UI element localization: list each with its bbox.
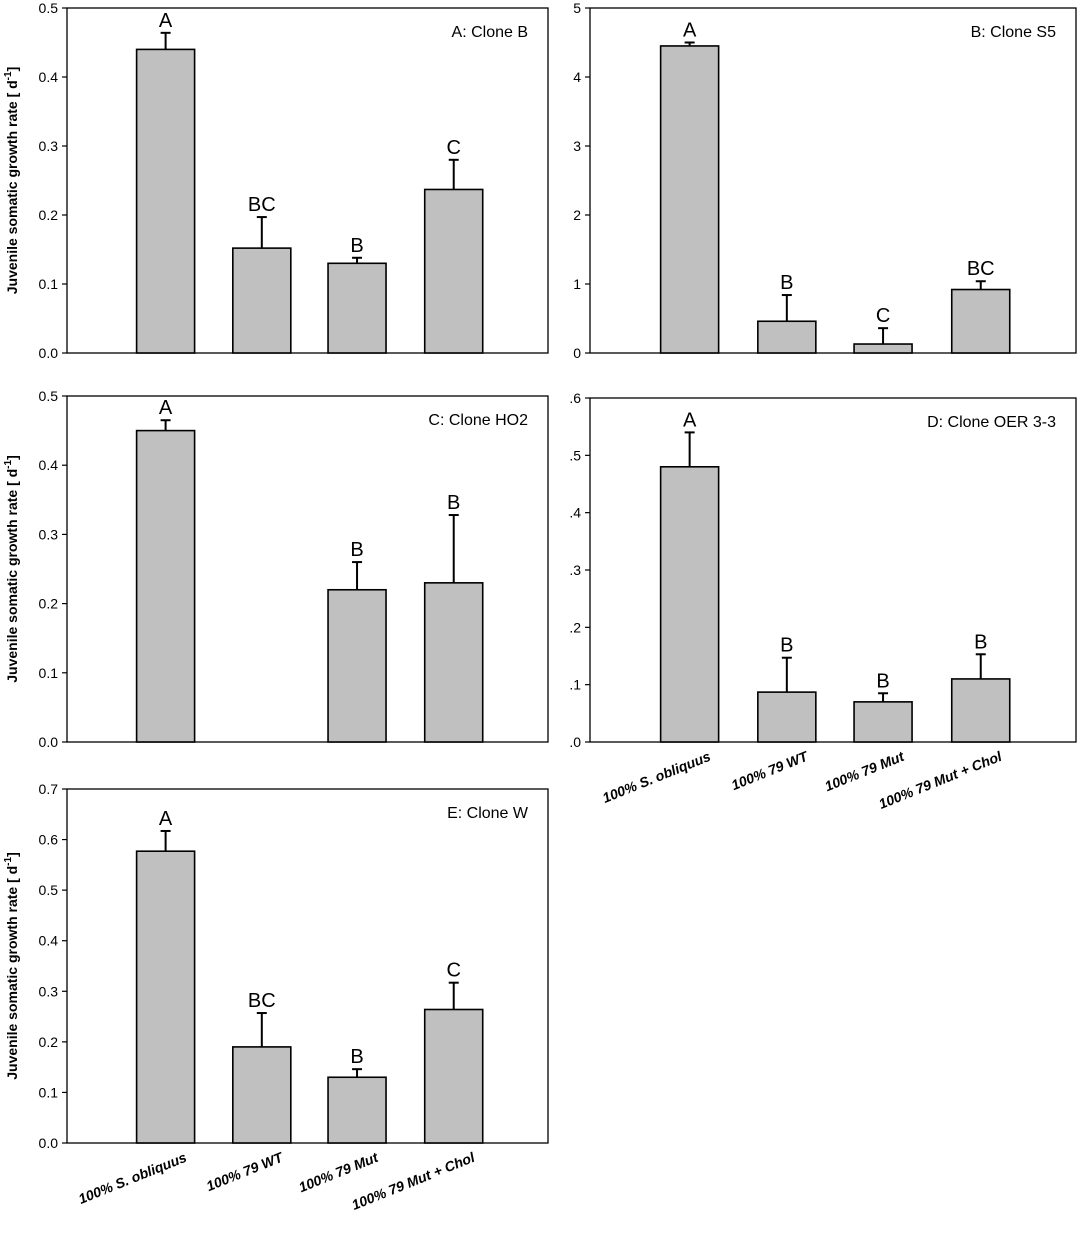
y-tick-label: .3: [569, 562, 581, 578]
significance-letter: B: [350, 235, 363, 257]
significance-letter: A: [159, 10, 173, 32]
y-axis-label: Juvenile somatic growth rate [ d-1]: [3, 852, 20, 1080]
significance-letter: B: [350, 539, 363, 561]
bar: [232, 1046, 292, 1144]
significance-letter: A: [683, 409, 697, 431]
y-tick-label: 0.0: [39, 1135, 59, 1151]
significance-letter: B: [350, 1046, 363, 1068]
y-tick-label: 0.1: [39, 665, 59, 681]
x-category-label: 100% 79 Mut: [296, 1148, 381, 1195]
bar: [659, 465, 720, 743]
bar: [757, 320, 817, 354]
x-category-label: 100% S. obliquus: [76, 1149, 189, 1207]
plot-frame: [66, 788, 549, 1144]
y-axis-label: Juvenile somatic growth rate [ d-1]: [3, 455, 20, 683]
bar: [950, 678, 1011, 743]
bar: [135, 850, 196, 1144]
y-tick-label: 0.4: [39, 933, 59, 949]
x-category-label: 100% 79 WT: [729, 747, 811, 793]
bar: [327, 588, 387, 743]
y-tick-label: 3: [573, 138, 581, 154]
y-axis-label: Juvenile somatic growth rate [ d-1]: [3, 67, 20, 295]
y-tick-label: 1: [573, 276, 581, 292]
bar: [423, 188, 484, 354]
y-tick-label: .5: [569, 447, 581, 463]
bar: [757, 691, 817, 743]
y-tick-label: 0.0: [39, 345, 59, 361]
y-tick-label: 0.2: [39, 207, 59, 223]
significance-letter: C: [446, 960, 460, 982]
y-tick-label: .4: [569, 505, 581, 521]
significance-letter: C: [446, 137, 460, 159]
y-tick-label: 0.3: [39, 526, 59, 542]
significance-letter: C: [876, 305, 890, 327]
y-tick-label: 0.1: [39, 276, 59, 292]
y-tick-label: 0.1: [39, 1084, 59, 1100]
y-tick-label: 0.2: [39, 1034, 59, 1050]
y-tick-label: 0.6: [39, 832, 59, 848]
y-tick-label: 5: [573, 0, 581, 16]
significance-letter: B: [780, 272, 793, 294]
bar: [423, 582, 484, 743]
bar: [232, 247, 292, 354]
bar: [950, 288, 1011, 354]
panel-title: B: Clone S5: [971, 24, 1056, 41]
significance-letter: A: [159, 808, 173, 830]
significance-letter: BC: [248, 990, 276, 1012]
bar: [853, 343, 913, 354]
bar: [327, 262, 387, 354]
significance-letter: A: [159, 397, 173, 419]
significance-letter: B: [876, 670, 889, 692]
panel-title: A: Clone B: [452, 24, 528, 41]
y-tick-label: 0.5: [39, 0, 59, 16]
x-category-label: 100% 79 Mut: [822, 747, 907, 794]
panel-title: C: Clone HO2: [428, 412, 528, 429]
y-tick-label: 0.3: [39, 138, 59, 154]
y-tick-label: 0.3: [39, 983, 59, 999]
significance-letter: BC: [967, 258, 995, 280]
significance-letter: B: [447, 492, 460, 514]
bar: [423, 1008, 484, 1144]
bar: [853, 701, 913, 743]
y-tick-label: 0.4: [39, 457, 59, 473]
bar: [135, 48, 196, 354]
x-category-label: 100% 79 WT: [204, 1148, 286, 1194]
y-tick-label: .1: [569, 677, 581, 693]
y-tick-label: .6: [569, 390, 581, 406]
y-tick-label: 2: [573, 207, 581, 223]
y-tick-label: .0: [569, 734, 581, 750]
significance-letter: BC: [248, 194, 276, 216]
plot-frame: [66, 395, 549, 743]
y-tick-label: 0.5: [39, 882, 59, 898]
y-tick-label: 0.7: [39, 781, 59, 797]
y-tick-label: 0.0: [39, 734, 59, 750]
chart-panel-5: 0.0 0.1 0.2 0.3 0.4 0.5 0.6 0.7 Juvenile somatic…: [3, 781, 549, 1213]
y-tick-label: 0.2: [39, 596, 59, 612]
y-tick-label: 0: [573, 345, 581, 361]
chart-panel-3: 0.0 0.1 0.2 0.3 0.4 0.5 Juvenile somatic growt…: [3, 388, 549, 750]
y-tick-label: .2: [569, 619, 581, 635]
bar: [659, 45, 720, 354]
y-tick-label: 0.5: [39, 388, 59, 404]
panel-title: E: Clone W: [447, 805, 529, 822]
chart-panel-4: .0 .1 .2 .3 .4 .5 .6 D: Clone OER 3-3 A B B B 100% S…: [569, 390, 1077, 812]
plot-frame: [589, 7, 1077, 354]
plot-frame: [66, 7, 549, 354]
significance-letter: A: [683, 20, 697, 42]
bar: [135, 429, 196, 743]
panel-title: D: Clone OER 3-3: [927, 414, 1056, 431]
significance-letter: B: [780, 635, 793, 657]
chart-panel-1: 0.0 0.1 0.2 0.3 0.4 0.5 Juvenile somatic growt…: [3, 0, 549, 361]
significance-letter: B: [974, 631, 987, 653]
bar: [327, 1076, 387, 1144]
y-tick-label: 0.4: [39, 69, 59, 85]
y-tick-label: 4: [573, 69, 581, 85]
x-category-label: 100% S. obliquus: [600, 748, 713, 806]
